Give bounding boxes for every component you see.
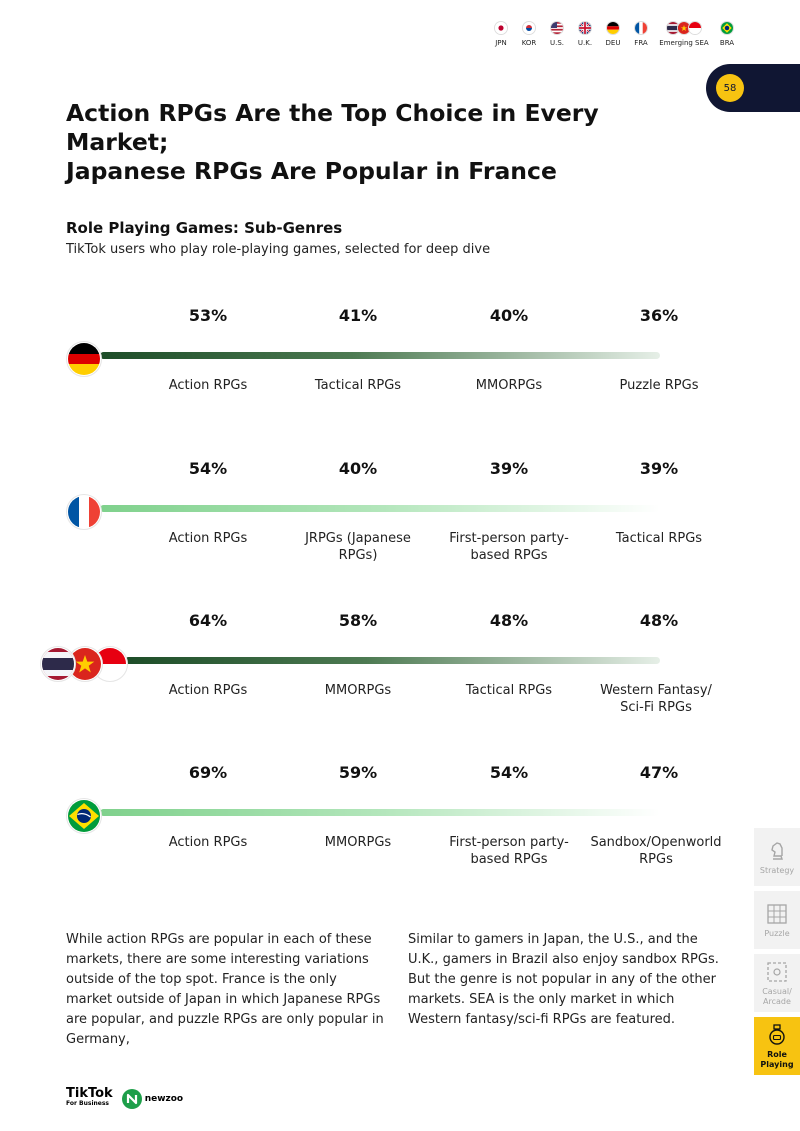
genre-label: MMORPGs [475,378,543,393]
section-description: TikTok users who play role-playing games… [66,242,491,257]
flag-item-bra[interactable]: BRA [716,20,738,47]
percent-value: 69% [188,763,228,782]
genre-label: Action RPGs [168,683,248,698]
genre-label: Action RPGs [168,835,248,850]
newzoo-logo-text: newzoo [144,1094,184,1104]
market-flag-strip: JPN KOR U.S. U.K. DEU FRA Emerging SEA B… [490,20,738,47]
potion-icon [769,1023,785,1045]
section-title: Role Playing Games: Sub-Genres [66,219,343,237]
market-bar [100,352,660,359]
body-paragraph-left: While action RPGs are popular in each of… [66,932,384,1047]
arcade-icon [767,961,787,982]
genre-label: MMORPGs [324,683,392,698]
percent-value: 48% [639,611,679,630]
side-nav-label: Strategy [759,865,795,875]
flag-item-usa[interactable]: U.S. [546,20,568,47]
percent-value: 48% [489,611,529,630]
side-nav-label: Casual/ Arcade [762,986,792,1006]
genre-label: Puzzle RPGs [619,378,699,393]
percent-value: 58% [338,611,378,630]
percent-value: 39% [489,459,529,478]
usa-flag-icon [550,21,564,35]
genre-label: First-person party-based RPGs [449,531,569,563]
flag-label: KOR [521,39,537,47]
france-flag-icon [66,494,102,530]
page-title-line-1: Action RPGs Are the Top Choice in Every … [66,99,599,156]
tiktok-logo-subtext: For Business [66,1100,109,1107]
percent-value: 53% [188,306,228,325]
genre-label: Action RPGs [168,531,248,546]
tiktok-business-logo: TikTok For Business [66,1086,113,1109]
percent-value: 59% [338,763,378,782]
market-row-sea: 64% 58% 48% 48% Action RPGs MMORPGs Tact… [0,611,800,731]
flag-label: BRA [719,39,735,47]
side-nav-role-playing[interactable]: Role Playing [754,1017,800,1075]
genre-label: First-person party-based RPGs [449,835,569,867]
percent-value: 40% [489,306,529,325]
percent-value: 54% [188,459,228,478]
genre-label: Sandbox/Openworld RPGs [590,835,722,867]
flag-item-sea[interactable]: Emerging SEA [658,20,710,47]
genre-side-nav: Strategy Puzzle Casual/ Arcade Role Play… [754,828,800,1080]
brazil-flag-icon [720,21,734,35]
chess-knight-icon [771,841,783,860]
percent-value: 64% [188,611,228,630]
flag-item-kor[interactable]: KOR [518,20,540,47]
flag-label: DEU [605,39,621,47]
page-number: 58 [716,74,744,102]
page-title-line-2: Japanese RPGs Are Popular in France [66,157,557,185]
flag-item-uk[interactable]: U.K. [574,20,596,47]
percent-value: 54% [489,763,529,782]
newzoo-icon [121,1089,142,1109]
market-row-france: 54% 40% 39% 39% Action RPGs JRPGs (Japan… [0,459,800,579]
germany-flag-icon [606,21,620,35]
page-number-tab: 58 [706,64,800,112]
percent-value: 39% [639,459,679,478]
footer-logos: TikTok For Business newzoo [66,1086,183,1110]
genre-label: Western Fantasy/ Sci-Fi RPGs [600,683,712,715]
flag-label: JPN [495,39,507,47]
percent-value: 41% [338,306,378,325]
japan-flag-icon [494,21,508,35]
page-title: Action RPGs Are the Top Choice in Every … [66,99,706,186]
flag-item-deu[interactable]: DEU [602,20,624,47]
market-row-brazil: 69% 59% 54% 47% Action RPGs MMORPGs Firs… [0,763,800,883]
side-nav-puzzle[interactable]: Puzzle [754,891,800,949]
percent-value: 36% [639,306,679,325]
market-bar [100,505,660,512]
flag-item-jpn[interactable]: JPN [490,20,512,47]
percent-value: 47% [639,763,679,782]
flag-label: Emerging SEA [659,39,709,47]
flag-label: U.S. [549,39,565,47]
flag-label: FRA [634,39,648,47]
side-nav-label: Role Playing [760,1049,794,1069]
percent-value: 40% [338,459,378,478]
genre-label: Tactical RPGs [465,683,553,698]
indonesia-flag-icon [688,21,702,35]
flag-item-fra[interactable]: FRA [630,20,652,47]
side-nav-casual-arcade[interactable]: Casual/ Arcade [754,954,800,1012]
brazil-flag-icon [66,798,102,834]
germany-flag-icon [66,341,102,377]
market-bar [100,809,660,816]
france-flag-icon [634,21,648,35]
newzoo-logo: newzoo [121,1088,183,1110]
market-bar [125,657,660,664]
genre-label: Action RPGs [168,378,248,393]
korea-flag-icon [522,21,536,35]
uk-flag-icon [578,21,592,35]
sea-flags-icon [40,646,128,682]
genre-label: JRPGs (Japanese RPGs) [305,531,411,563]
genre-label: Tactical RPGs [615,531,703,546]
body-paragraph-right: Similar to gamers in Japan, the U.S., an… [408,932,719,1027]
market-row-germany: 53% 41% 40% 36% Action RPGs Tactical RPG… [0,306,800,426]
genre-label: MMORPGs [324,835,392,850]
genre-label: Tactical RPGs [314,378,402,393]
side-nav-strategy[interactable]: Strategy [754,828,800,886]
side-nav-label: Puzzle [764,928,790,938]
flag-label: U.K. [577,39,593,47]
tiktok-logo-text: TikTok [66,1086,113,1101]
puzzle-grid-icon [767,903,787,924]
